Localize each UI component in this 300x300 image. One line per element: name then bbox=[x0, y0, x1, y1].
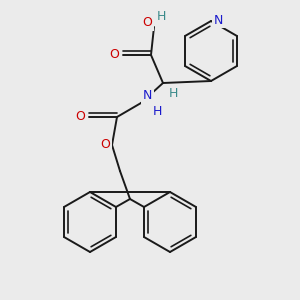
Text: N: N bbox=[214, 14, 224, 26]
Text: O: O bbox=[75, 110, 85, 124]
Text: O: O bbox=[142, 16, 152, 29]
Text: O: O bbox=[100, 139, 110, 152]
Text: N: N bbox=[143, 89, 152, 102]
Text: H: H bbox=[169, 87, 178, 100]
Text: H: H bbox=[153, 105, 162, 118]
Text: O: O bbox=[109, 47, 119, 61]
Text: H: H bbox=[157, 10, 166, 22]
